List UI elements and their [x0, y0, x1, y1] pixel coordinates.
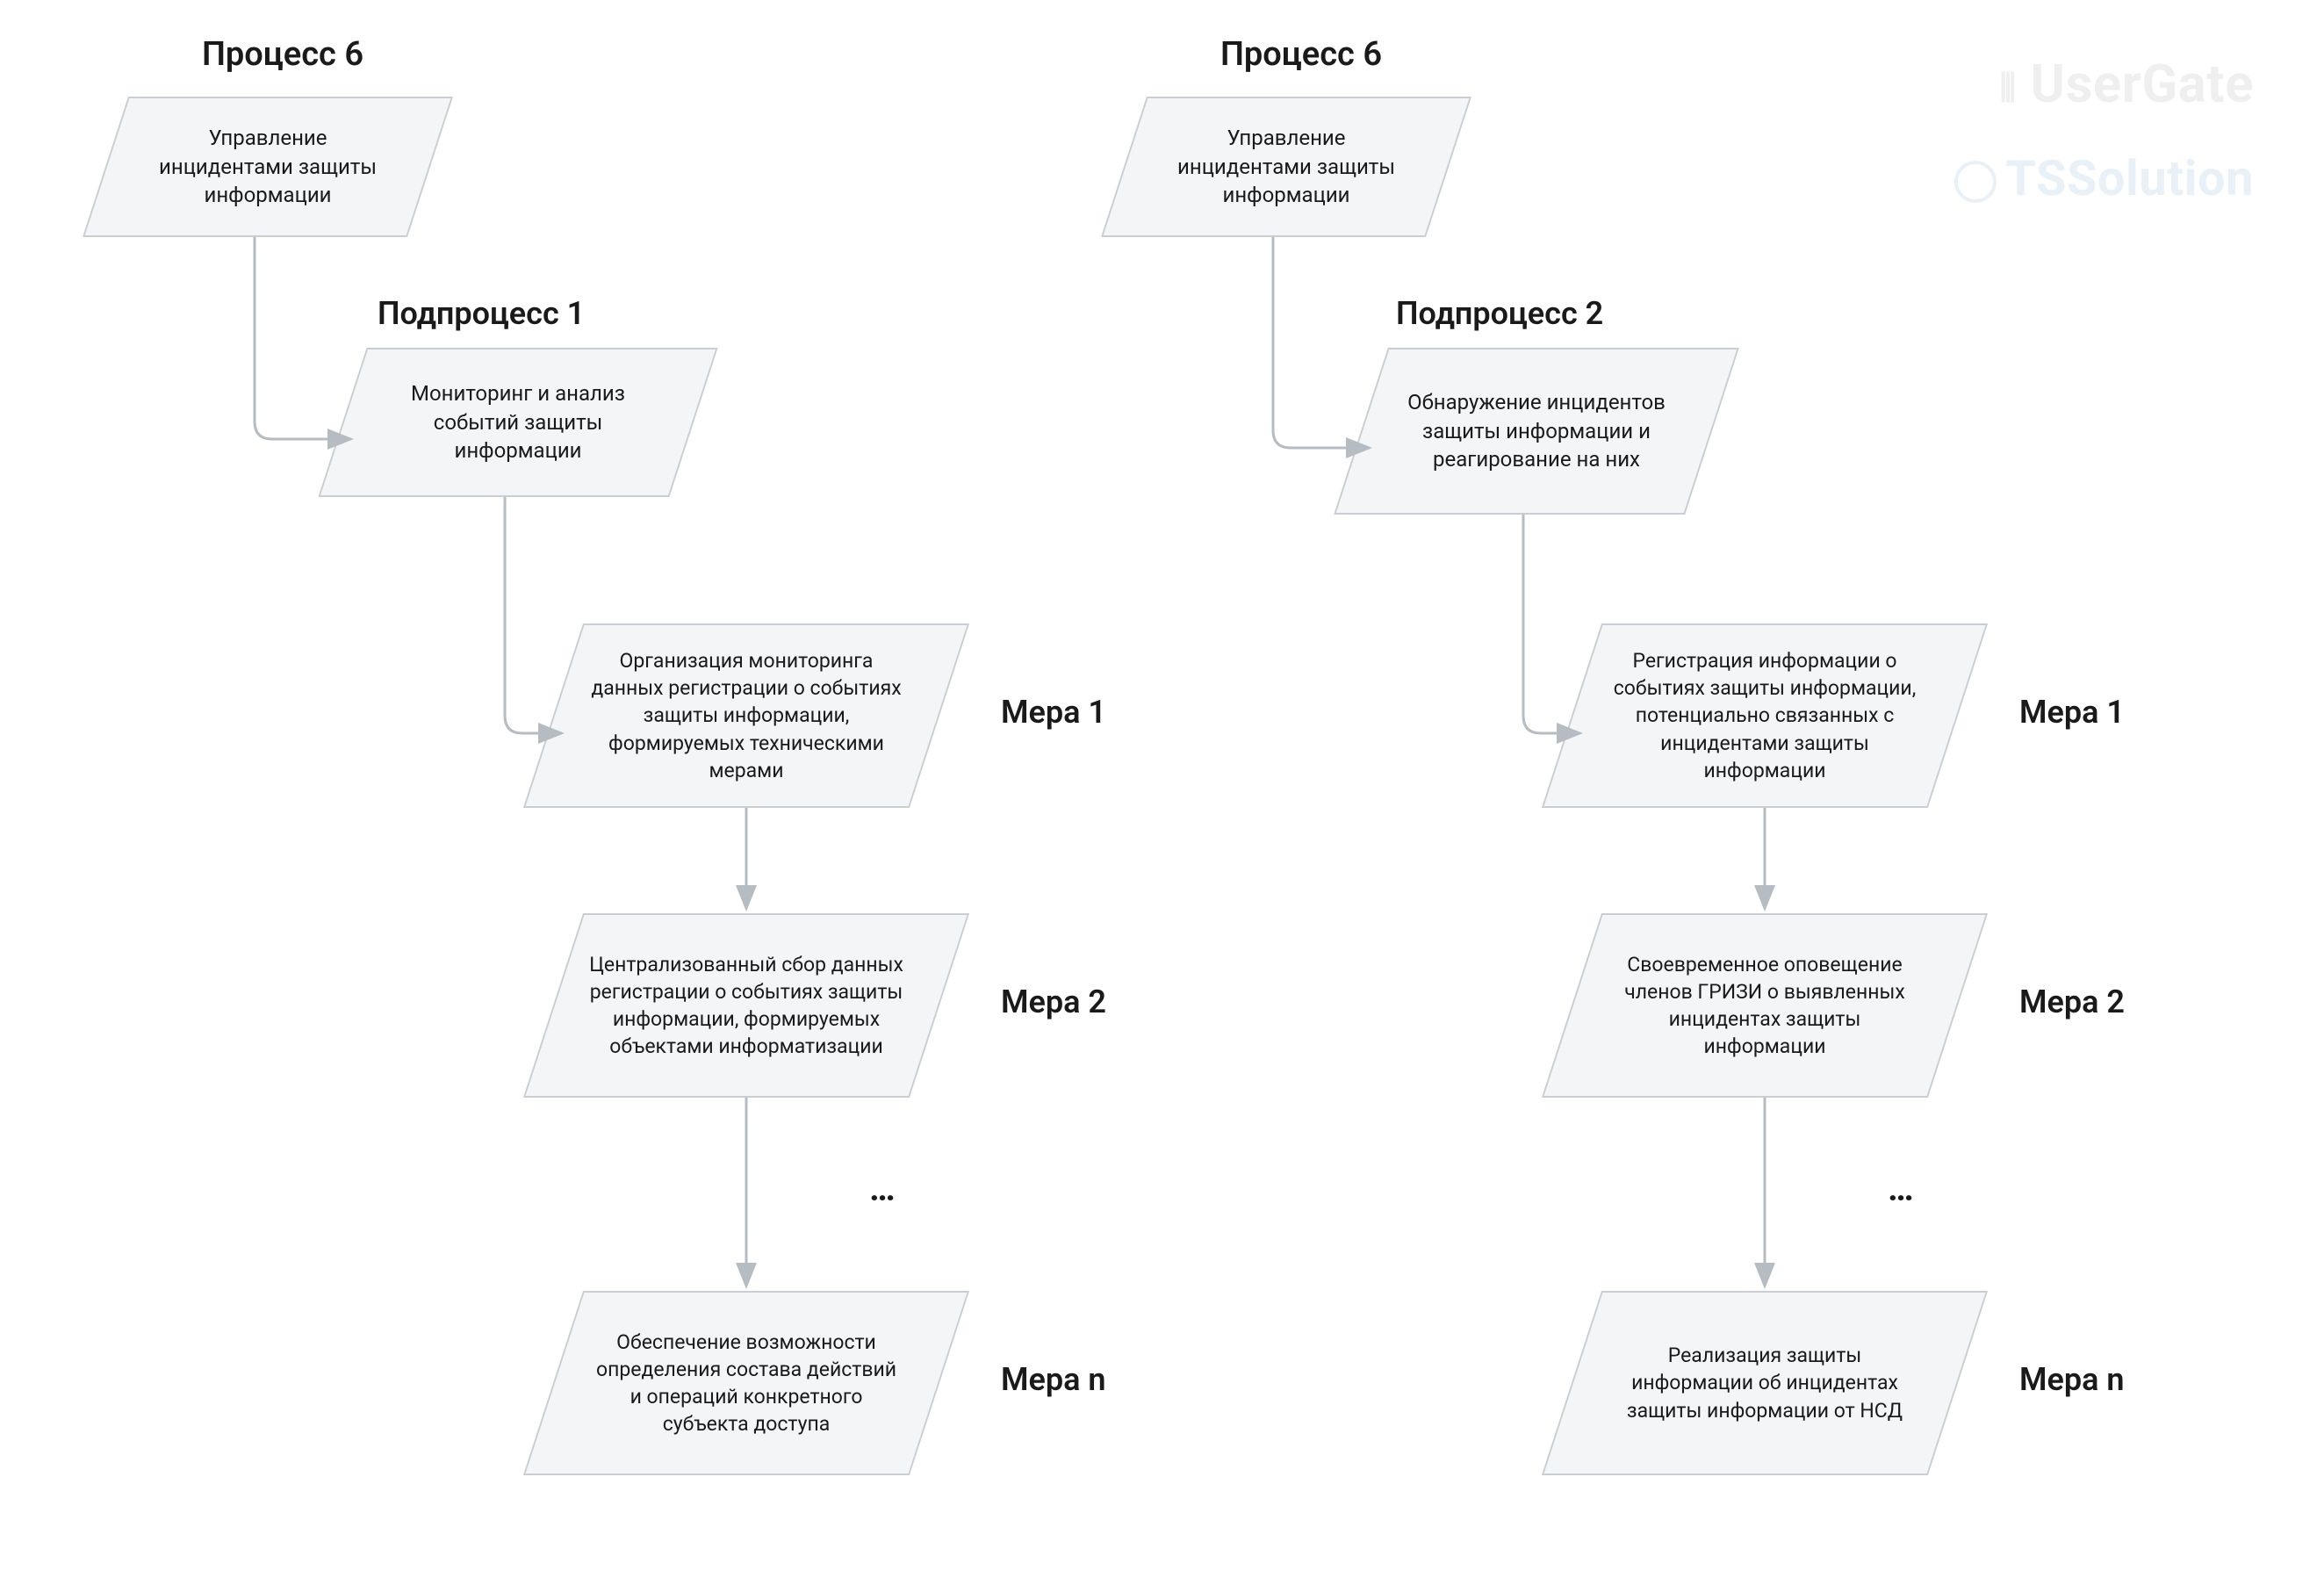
diagram-canvas: ⦀ UserGate TSSolution Процесс 6 Управлен…	[0, 0, 2324, 1578]
connectors-svg	[0, 0, 2324, 1578]
